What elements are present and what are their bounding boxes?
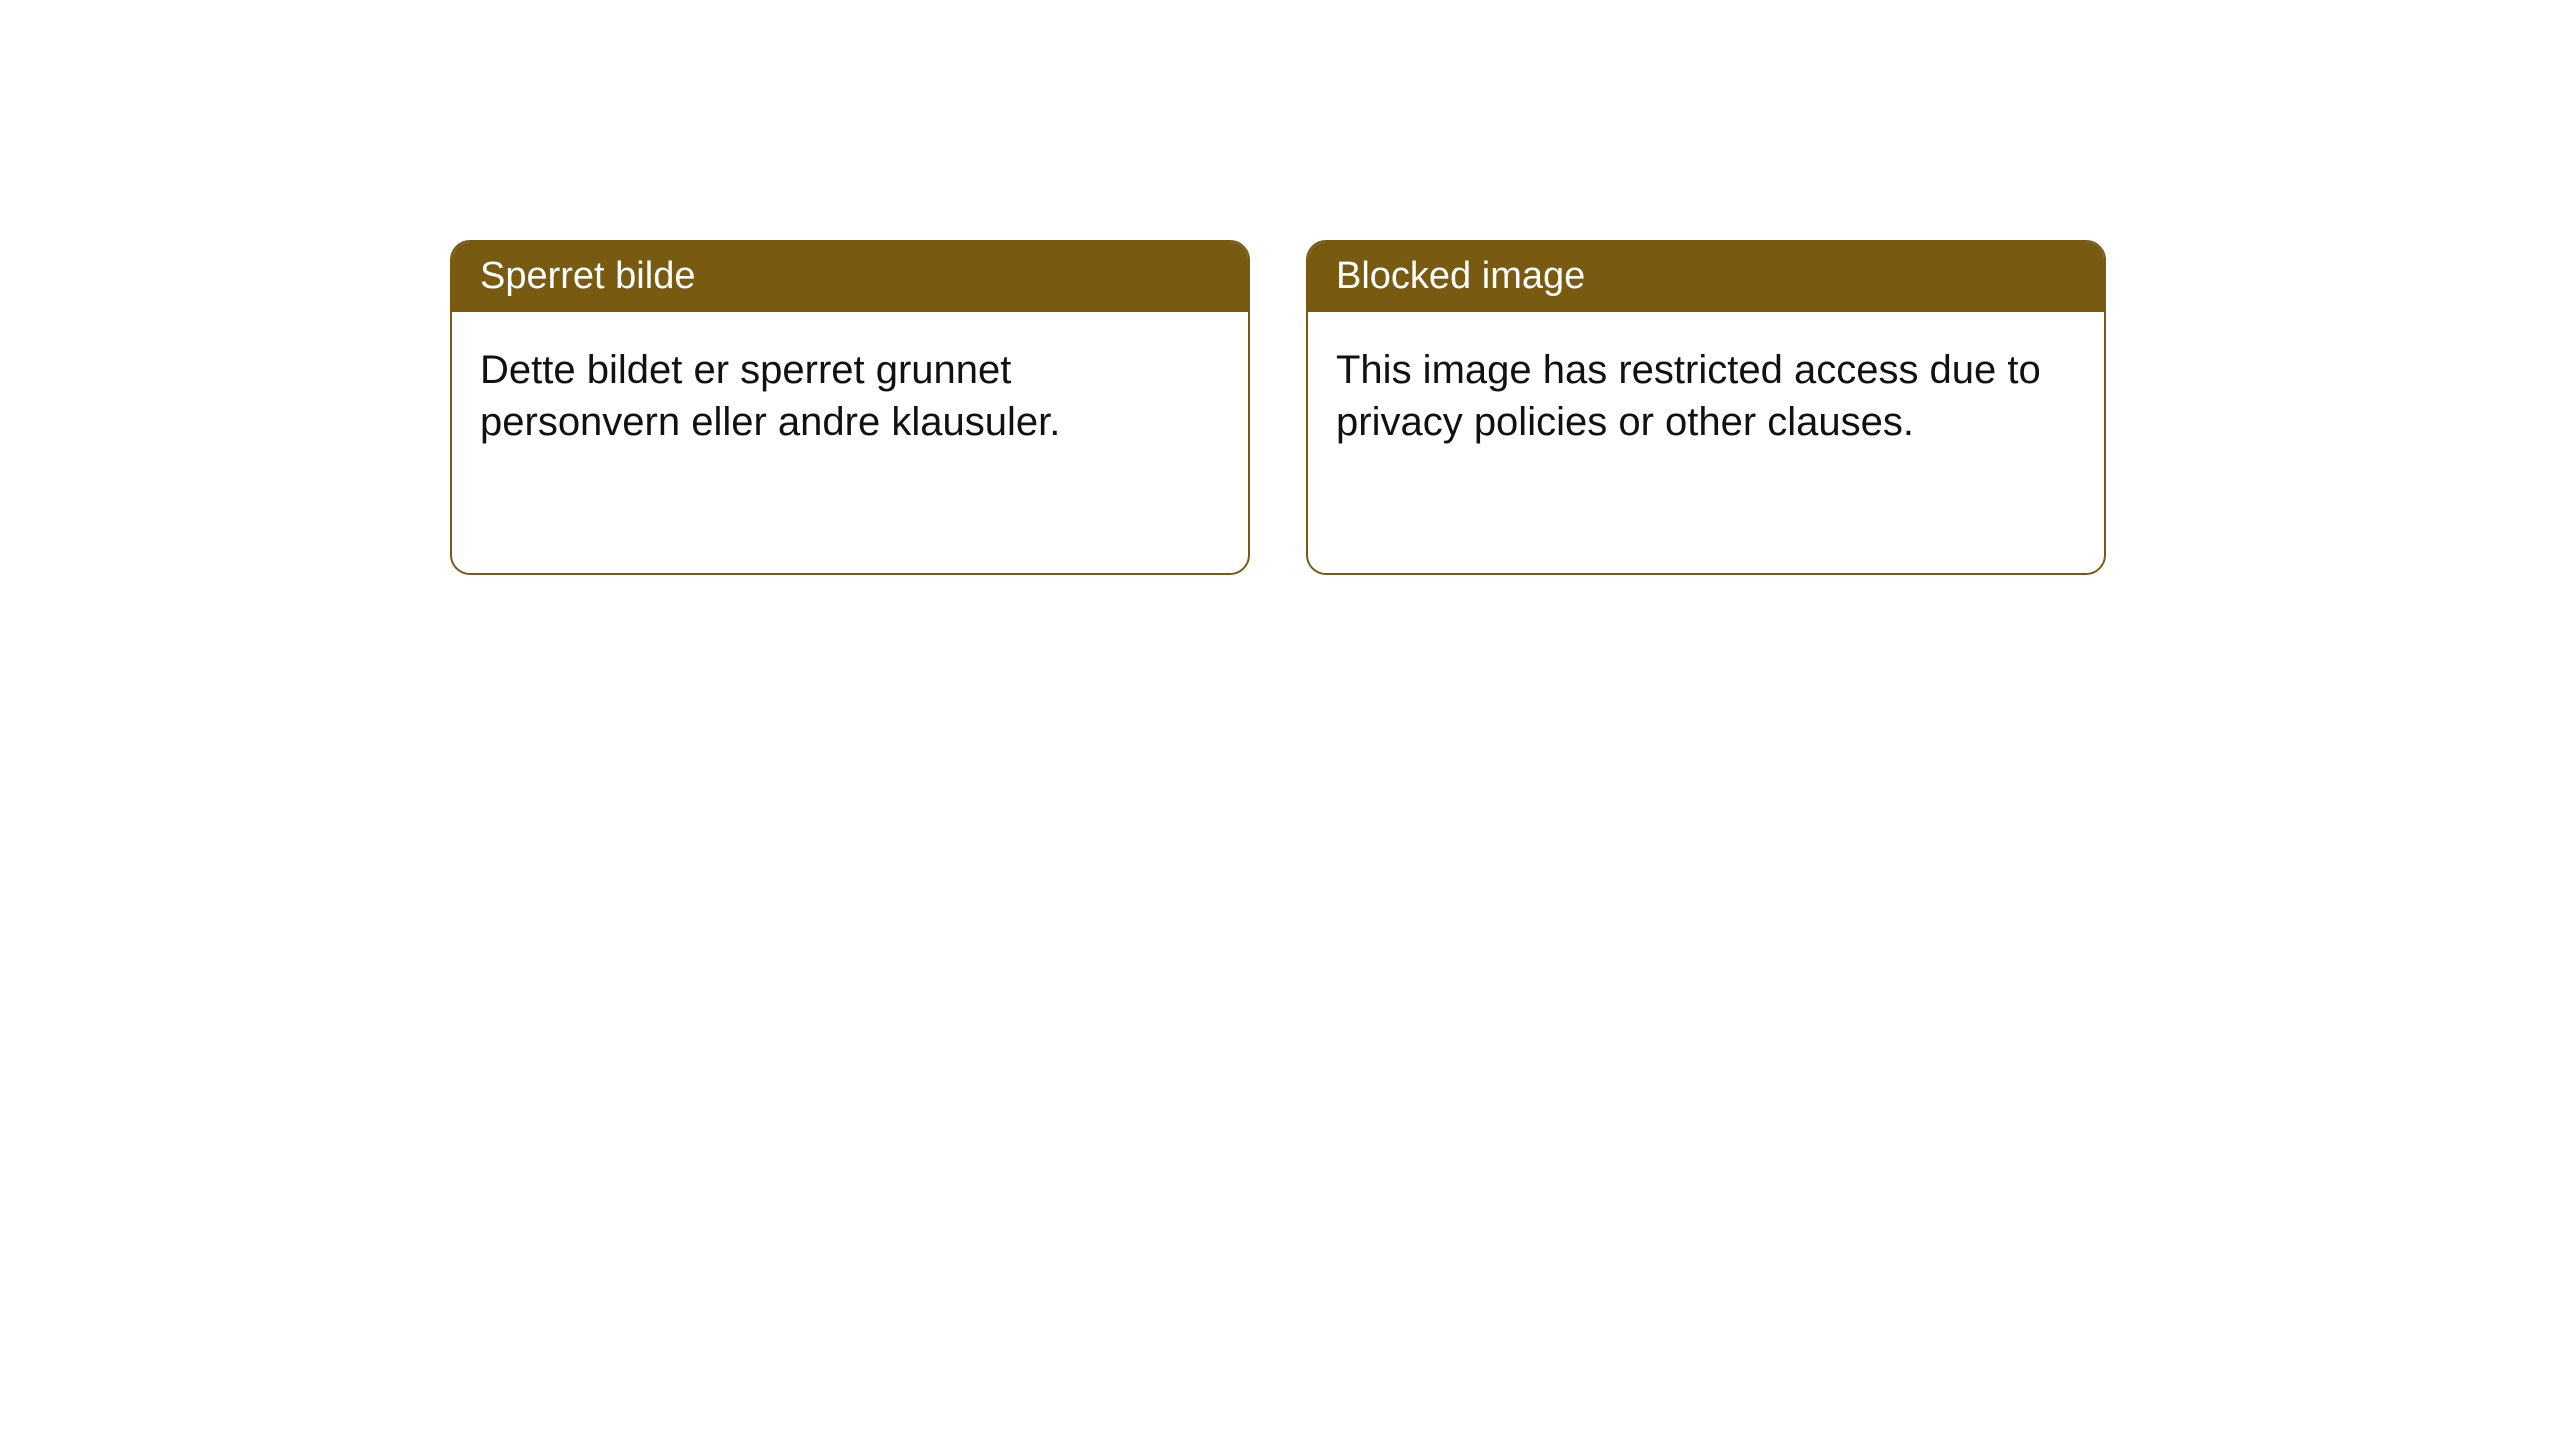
card-header: Sperret bilde [452, 242, 1248, 312]
card-body: Dette bildet er sperret grunnet personve… [452, 312, 1248, 480]
card-body-text: Dette bildet er sperret grunnet personve… [480, 348, 1060, 444]
notice-card-norwegian: Sperret bilde Dette bildet er sperret gr… [450, 240, 1250, 575]
card-title: Sperret bilde [480, 255, 695, 297]
card-header: Blocked image [1308, 242, 2104, 312]
notice-container: Sperret bilde Dette bildet er sperret gr… [450, 240, 2106, 575]
card-title: Blocked image [1336, 255, 1585, 297]
notice-card-english: Blocked image This image has restricted … [1306, 240, 2106, 575]
card-body: This image has restricted access due to … [1308, 312, 2104, 480]
card-body-text: This image has restricted access due to … [1336, 348, 2041, 444]
